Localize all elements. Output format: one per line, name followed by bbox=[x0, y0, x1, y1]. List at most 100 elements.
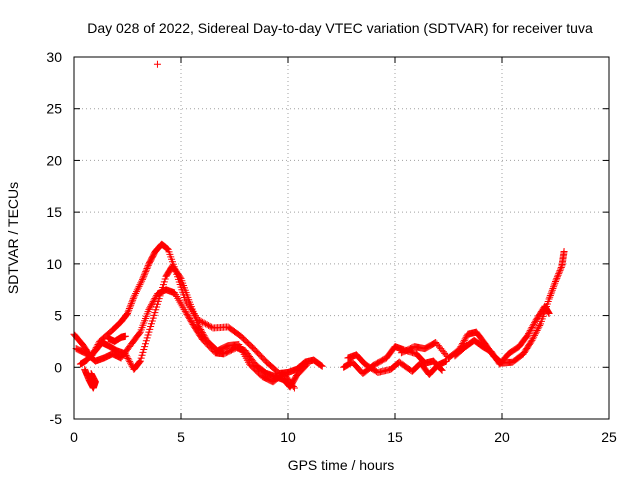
y-tick-label: 10 bbox=[46, 256, 62, 272]
data-point bbox=[141, 343, 149, 351]
data-point bbox=[142, 337, 150, 345]
data-point bbox=[143, 265, 151, 273]
data-point bbox=[133, 286, 141, 294]
data-point bbox=[135, 359, 143, 367]
data-point bbox=[546, 292, 554, 300]
data-point bbox=[208, 323, 216, 331]
data-point bbox=[126, 358, 134, 366]
data-point bbox=[528, 336, 536, 344]
data-point bbox=[126, 359, 134, 367]
data-point bbox=[164, 245, 172, 253]
data-point bbox=[546, 293, 554, 301]
data-points bbox=[70, 60, 568, 392]
data-point bbox=[531, 319, 539, 327]
data-point bbox=[555, 268, 563, 276]
data-point bbox=[557, 263, 565, 271]
x-tick-label: 25 bbox=[601, 429, 617, 445]
data-point bbox=[459, 339, 467, 347]
data-point bbox=[135, 329, 143, 337]
data-point bbox=[139, 274, 147, 282]
data-point bbox=[535, 323, 543, 331]
data-point bbox=[123, 353, 131, 361]
data-point bbox=[140, 272, 148, 280]
series-sat-e bbox=[104, 332, 129, 345]
data-point bbox=[549, 284, 557, 292]
data-point bbox=[140, 271, 148, 279]
data-point bbox=[533, 326, 541, 334]
data-point bbox=[143, 334, 151, 342]
data-point bbox=[545, 295, 553, 303]
data-point bbox=[547, 290, 555, 298]
data-point bbox=[202, 320, 210, 328]
data-point bbox=[132, 288, 140, 296]
series-outlier bbox=[153, 60, 161, 68]
data-point bbox=[532, 328, 540, 336]
grid bbox=[74, 57, 609, 419]
data-point bbox=[153, 60, 161, 68]
data-point bbox=[148, 299, 156, 307]
series-sat-c bbox=[76, 262, 298, 392]
data-point bbox=[183, 310, 191, 318]
data-point bbox=[129, 296, 137, 304]
y-tick-label: 15 bbox=[46, 204, 62, 220]
data-point bbox=[129, 295, 137, 303]
data-point bbox=[459, 338, 467, 346]
data-point bbox=[318, 362, 326, 370]
data-point bbox=[528, 323, 536, 331]
data-point bbox=[144, 263, 152, 271]
data-point bbox=[194, 321, 202, 329]
data-point bbox=[187, 318, 195, 326]
data-point bbox=[142, 266, 150, 274]
data-point bbox=[137, 354, 145, 362]
data-point bbox=[139, 348, 147, 356]
y-tick-label: 25 bbox=[46, 101, 62, 117]
data-point bbox=[198, 329, 206, 337]
y-tick-label: 20 bbox=[46, 152, 62, 168]
data-point bbox=[527, 325, 535, 333]
data-point bbox=[560, 247, 568, 255]
data-point bbox=[531, 317, 539, 325]
data-point bbox=[205, 322, 213, 330]
data-point bbox=[184, 312, 192, 320]
data-point bbox=[198, 327, 206, 335]
data-point bbox=[185, 313, 193, 321]
data-point bbox=[530, 320, 538, 328]
data-point bbox=[138, 275, 146, 283]
data-point bbox=[136, 358, 144, 366]
data-point bbox=[140, 345, 148, 353]
data-point bbox=[531, 330, 539, 338]
data-point bbox=[548, 288, 556, 296]
data-point bbox=[548, 286, 556, 294]
data-point bbox=[125, 305, 133, 313]
data-point bbox=[290, 384, 298, 392]
data-point bbox=[138, 277, 146, 285]
data-point bbox=[199, 330, 207, 338]
x-axis-label: GPS time / hours bbox=[288, 457, 395, 473]
data-point bbox=[142, 268, 150, 276]
series-sat-d bbox=[81, 365, 99, 392]
data-point bbox=[201, 333, 209, 341]
data-point bbox=[557, 265, 565, 273]
data-point bbox=[136, 281, 144, 289]
x-tick-label: 15 bbox=[387, 429, 403, 445]
data-point bbox=[124, 308, 132, 316]
data-point bbox=[196, 324, 204, 332]
data-point bbox=[553, 274, 561, 282]
data-point bbox=[553, 273, 561, 281]
data-point bbox=[141, 340, 149, 348]
data-point bbox=[550, 283, 558, 291]
data-point bbox=[524, 331, 532, 339]
data-point bbox=[197, 317, 205, 325]
data-point bbox=[556, 267, 564, 275]
data-point bbox=[545, 310, 553, 318]
data-point bbox=[124, 354, 132, 362]
x-tick-label: 0 bbox=[70, 429, 78, 445]
data-point bbox=[550, 281, 558, 289]
data-point bbox=[163, 244, 171, 252]
data-point bbox=[526, 327, 534, 335]
y-tick-label: 5 bbox=[54, 308, 62, 324]
data-point bbox=[147, 302, 155, 310]
data-point bbox=[203, 321, 211, 329]
data-point bbox=[525, 328, 533, 336]
data-point bbox=[136, 357, 144, 365]
